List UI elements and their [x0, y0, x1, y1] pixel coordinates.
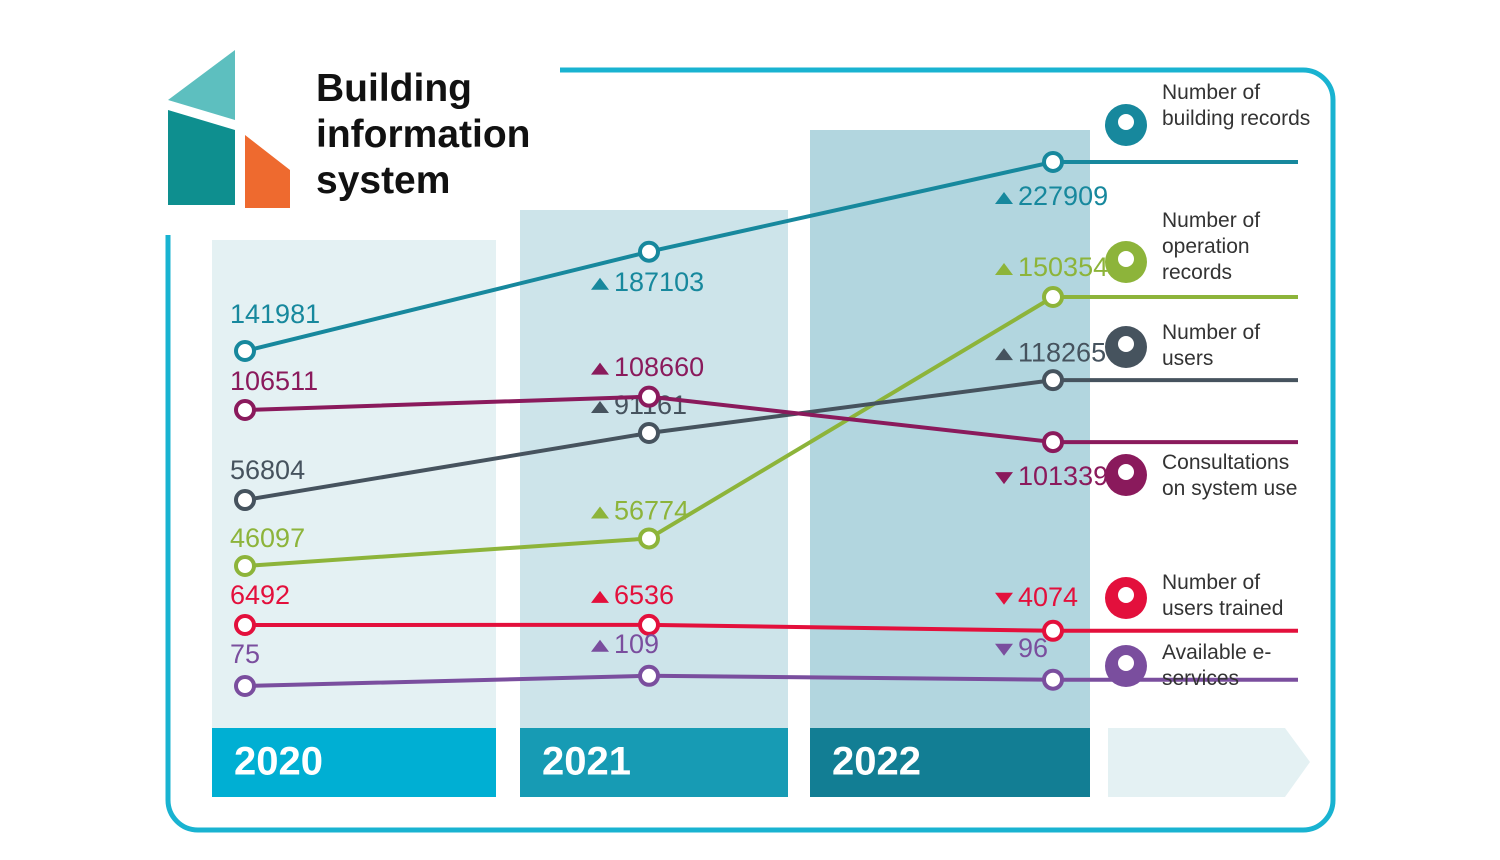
title: Building information system [316, 67, 531, 202]
year-box [212, 728, 496, 797]
value-label: 101339 [1018, 461, 1108, 491]
up-arrow [591, 639, 609, 652]
point [1042, 369, 1064, 392]
legend-label: Number of users [1162, 321, 1261, 370]
legend-label: Number of building records [1162, 81, 1311, 130]
legend-label: Number of users trained [1162, 571, 1284, 620]
up-arrow [591, 277, 609, 290]
value-label: 187103 [614, 267, 704, 297]
value-label: 56774 [614, 496, 689, 526]
value-label: 106511 [230, 366, 318, 396]
logo [168, 50, 235, 120]
point [234, 614, 256, 636]
up-arrow [591, 590, 609, 603]
point [234, 555, 256, 577]
point [638, 664, 660, 687]
x-tick-label: 2022 [832, 740, 921, 784]
value-label: 118265 [1018, 337, 1106, 367]
point [234, 489, 256, 511]
logo [245, 135, 290, 208]
value-label: 6536 [614, 580, 674, 610]
value-label: 75 [230, 639, 260, 669]
x-tick-label: 2021 [542, 740, 631, 784]
legend-icon-detail [1118, 655, 1134, 671]
logo [168, 110, 235, 205]
point [234, 675, 256, 697]
point [638, 613, 660, 636]
legend-icon-detail [1118, 114, 1134, 130]
column-bg [520, 210, 788, 730]
x-tick-label: 2020 [234, 740, 323, 784]
legend-icon-detail [1118, 464, 1134, 480]
point [638, 385, 660, 408]
value-label: 6492 [230, 580, 290, 610]
point [1042, 619, 1064, 642]
up-arrow [995, 191, 1013, 204]
up-arrow [591, 362, 609, 375]
value-label: 150354 [1018, 252, 1108, 282]
legend-icon-detail [1118, 336, 1134, 352]
value-label: 4074 [1018, 582, 1078, 612]
arrow [1108, 728, 1310, 797]
point [1042, 150, 1064, 173]
frame [165, 67, 1336, 833]
down-arrow [995, 643, 1013, 656]
down-arrow [995, 472, 1013, 485]
value-label: 56804 [230, 455, 305, 485]
point [234, 340, 256, 362]
year-box [520, 728, 788, 797]
point [1042, 668, 1064, 691]
value-label: 96 [1018, 633, 1048, 663]
up-arrow [995, 263, 1013, 276]
value-label: 141981 [230, 299, 320, 329]
value-label: 46097 [230, 523, 305, 553]
value-label: 108660 [614, 352, 704, 382]
point [638, 240, 660, 263]
point [234, 399, 256, 421]
point [1042, 286, 1064, 309]
up-arrow [591, 401, 609, 414]
column-bg [212, 240, 496, 730]
legend-label: Available e-services [1162, 641, 1272, 690]
legend-label: Consultations on system use [1162, 451, 1298, 500]
down-arrow [995, 592, 1013, 605]
point [638, 527, 660, 550]
point [1042, 431, 1064, 454]
legend-icon-detail [1118, 251, 1134, 267]
value-label: 227909 [1018, 181, 1108, 211]
point [638, 422, 660, 445]
legend-label: Number of operation records [1162, 209, 1261, 284]
up-arrow [995, 348, 1013, 361]
legend-icon-detail [1118, 587, 1134, 603]
value-label: 109 [614, 629, 659, 659]
up-arrow [591, 506, 609, 519]
year-box [810, 728, 1090, 797]
